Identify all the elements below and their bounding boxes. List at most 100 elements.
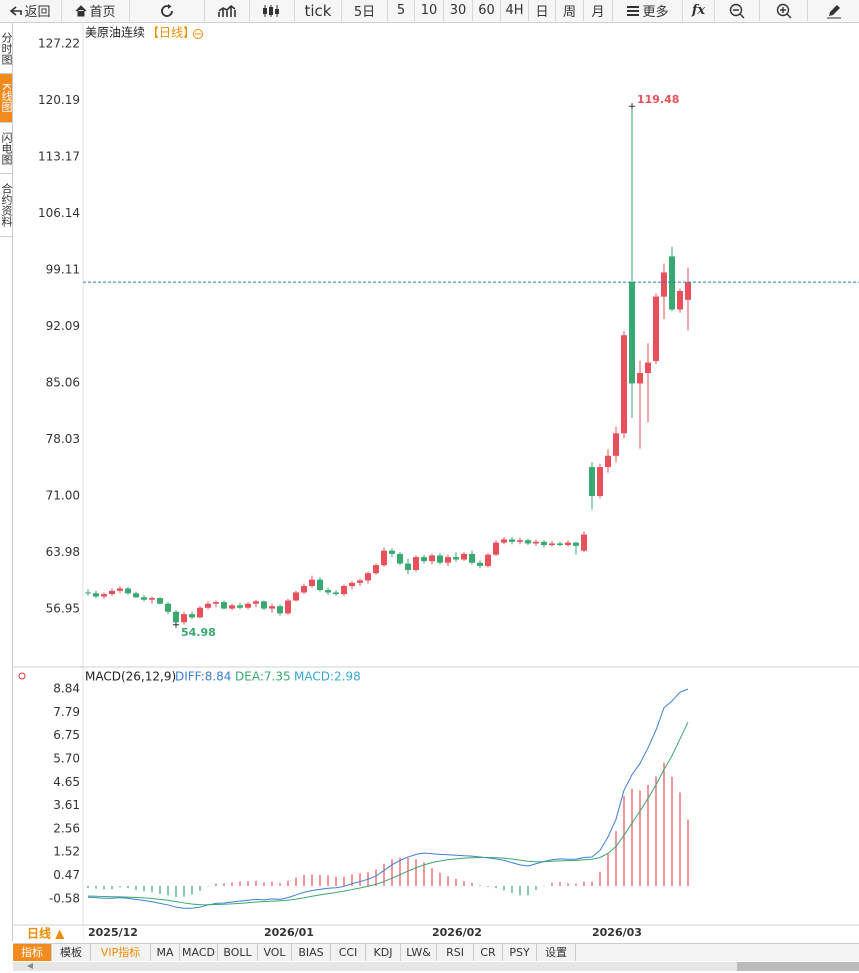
- candle-body: [477, 562, 483, 566]
- collapse-icon[interactable]: [193, 29, 203, 39]
- x-tick-label: 2026/01: [264, 926, 314, 939]
- y-tick-label: 7.79: [53, 705, 80, 719]
- indicator-tab[interactable]: KDJ: [366, 944, 401, 961]
- legend-entry: DEA:7.35: [235, 670, 291, 684]
- candle-body: [621, 335, 627, 434]
- sidebar-tab[interactable]: 合约资料: [0, 174, 12, 237]
- candle-body: [413, 557, 419, 570]
- period-button[interactable]: 60: [473, 0, 501, 21]
- y-tick-label: 4.65: [53, 775, 80, 789]
- candle-body: [317, 579, 323, 591]
- period-button[interactable]: 周: [556, 0, 584, 21]
- candle-body: [101, 594, 107, 597]
- sidebar-tab-active[interactable]: K线图: [0, 74, 12, 123]
- more-button[interactable]: 更多: [613, 0, 683, 21]
- back-icon: [10, 5, 23, 16]
- tick-button[interactable]: tick: [295, 0, 342, 21]
- period-button[interactable]: 10: [415, 0, 444, 21]
- indicator-tab[interactable]: RSI: [437, 944, 474, 961]
- line-chart-button[interactable]: [205, 0, 250, 21]
- legend-entry: MACD:2.98: [294, 670, 361, 684]
- indicator-tab[interactable]: BIAS: [292, 944, 331, 961]
- chart-icon: [218, 4, 236, 17]
- scroll-thumb[interactable]: [737, 962, 859, 971]
- candle-body: [493, 542, 499, 555]
- zoom-out-button[interactable]: [715, 0, 760, 21]
- candle-button[interactable]: [250, 0, 295, 21]
- sidebar-tab[interactable]: 闪电图: [0, 123, 12, 174]
- candle-body: [197, 607, 203, 618]
- candle-body: [245, 603, 251, 608]
- candle-body: [261, 601, 267, 609]
- candle-body: [605, 455, 611, 468]
- y-tick-label: -0.58: [49, 891, 80, 905]
- candle-body: [109, 590, 115, 595]
- indicator-title: MACD(26,12,9): [85, 670, 176, 684]
- indicator-tab[interactable]: LW&: [401, 944, 437, 961]
- max-label: 119.48: [637, 93, 679, 106]
- back-button[interactable]: 返回: [0, 0, 62, 21]
- settings-icon[interactable]: [18, 672, 26, 680]
- refresh-icon: [161, 3, 173, 17]
- zoom-in-icon: [776, 3, 791, 18]
- toolbar: 返回 首页 tick 5日 5 10 30 60 4H 日 周 月 更多 fx: [0, 0, 859, 23]
- formula-button[interactable]: fx: [683, 0, 715, 21]
- chart-subtitle: 【日线】: [147, 26, 195, 40]
- indicator-tab[interactable]: VOL: [258, 944, 292, 961]
- candle-body: [301, 586, 307, 593]
- candle-body: [141, 597, 147, 600]
- y-tick-label: 0.47: [53, 868, 80, 882]
- candle-body: [437, 555, 443, 563]
- candle-body: [597, 467, 603, 497]
- home-button[interactable]: 首页: [62, 0, 130, 21]
- candle-body: [293, 592, 299, 601]
- period-button[interactable]: 月: [584, 0, 613, 21]
- chart: 美原油连续 【日线】 MACD(26,12,9) 日线 ▲ 127.22 120.…: [13, 22, 859, 942]
- y-tick-label: 8.84: [53, 682, 80, 696]
- candle-body: [149, 598, 155, 600]
- zoom-in-button[interactable]: [760, 0, 808, 21]
- indicator-tab[interactable]: 设置: [537, 944, 576, 961]
- menu-icon: [627, 5, 640, 16]
- candle-body: [285, 600, 291, 614]
- candle-body: [389, 550, 395, 554]
- indicator-tab[interactable]: VIP指标: [91, 944, 151, 961]
- indicator-tab[interactable]: MA: [151, 944, 180, 961]
- indicator-tab[interactable]: CR: [474, 944, 503, 961]
- candle-body: [117, 588, 123, 591]
- candle-body: [357, 580, 363, 583]
- candle-body: [573, 542, 579, 546]
- period-button[interactable]: 日: [529, 0, 556, 21]
- candle-body: [685, 282, 691, 300]
- candle-body: [365, 573, 371, 581]
- sidebar-border: [12, 22, 13, 942]
- candle-body: [125, 588, 131, 594]
- period-button[interactable]: 4H: [501, 0, 529, 21]
- sidebar-tab[interactable]: 分时图: [0, 23, 12, 74]
- y-tick-label: 78.03: [46, 432, 80, 446]
- y-tick-label: 63.98: [46, 545, 80, 559]
- indicator-tab[interactable]: 模板: [52, 944, 91, 961]
- candle-body: [405, 563, 411, 570]
- period-label[interactable]: 日线 ▲: [27, 926, 65, 941]
- draw-button[interactable]: [808, 0, 859, 21]
- candle-body: [373, 565, 379, 574]
- indicator-tab[interactable]: PSY: [503, 944, 537, 961]
- refresh-button[interactable]: [130, 0, 205, 21]
- candle-body: [237, 605, 243, 608]
- indicator-tab[interactable]: 指标: [13, 944, 52, 961]
- indicator-tab[interactable]: MACD: [180, 944, 218, 961]
- period-button[interactable]: 30: [444, 0, 473, 21]
- candle-body: [445, 557, 451, 563]
- period-button[interactable]: 5: [388, 0, 415, 21]
- y-tick-label: 99.11: [46, 263, 80, 277]
- candle-body: [181, 614, 187, 623]
- indicator-tab[interactable]: BOLL: [218, 944, 258, 961]
- scroll-left[interactable]: [27, 963, 33, 969]
- candle-body: [501, 539, 507, 543]
- period-button[interactable]: 5日: [342, 0, 388, 21]
- candle-body: [205, 603, 211, 608]
- candle-body: [85, 592, 91, 594]
- candle-body: [93, 593, 99, 597]
- indicator-tab[interactable]: CCI: [331, 944, 366, 961]
